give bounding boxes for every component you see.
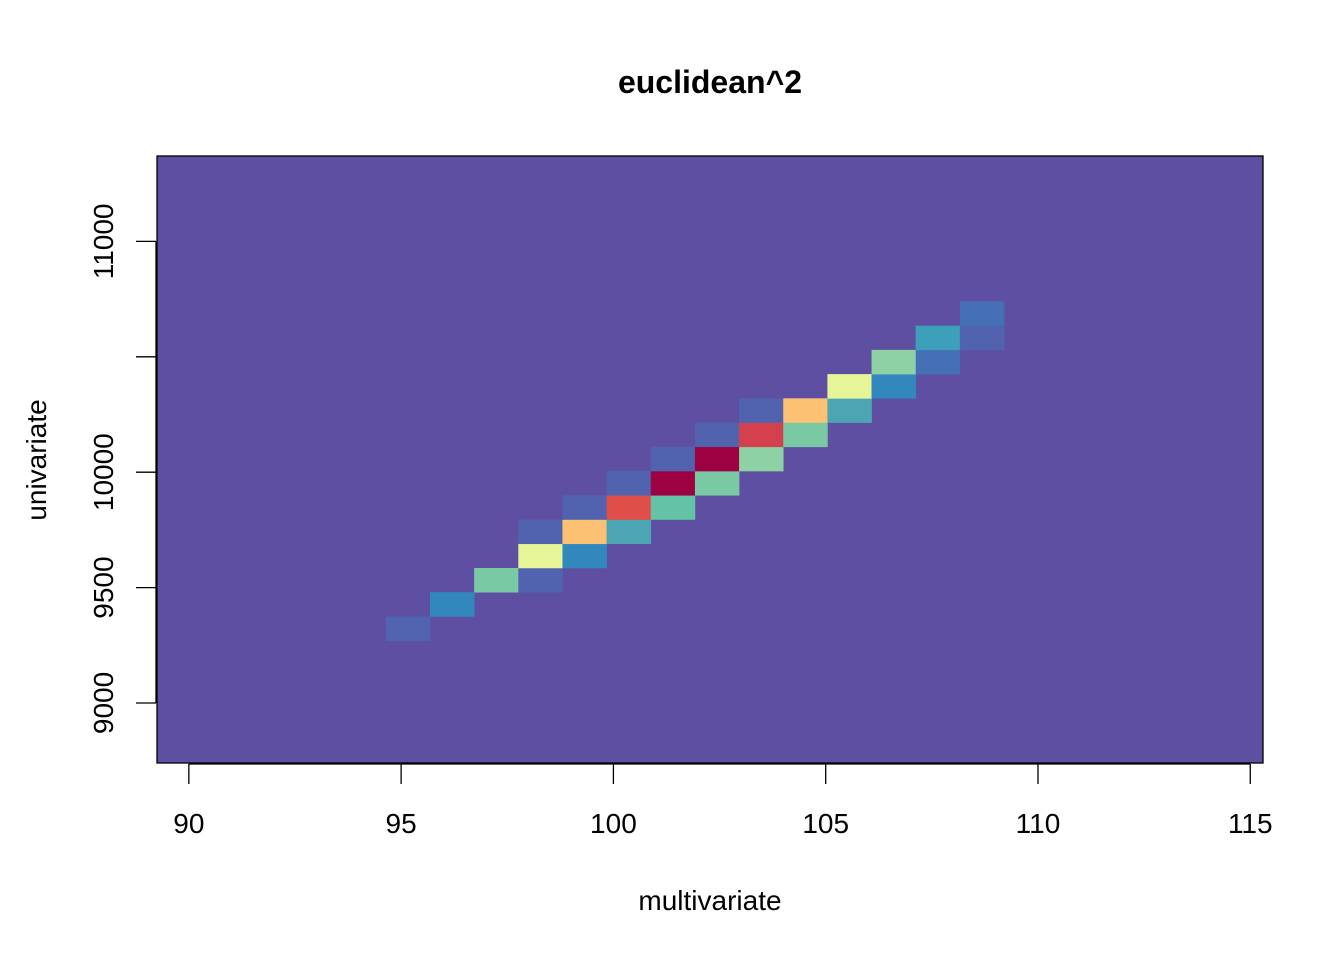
heatmap-cell [827, 374, 872, 399]
y-tick-label: 9500 [88, 556, 119, 618]
heatmap-cell [694, 422, 740, 448]
heatmap-cell [562, 495, 607, 520]
heatmap-cell [915, 325, 961, 351]
x-tick-label: 105 [802, 808, 849, 839]
heatmap-cells [385, 301, 1005, 641]
heatmap-cell [783, 398, 828, 423]
x-tick-label: 100 [590, 808, 637, 839]
plot-border [156, 155, 1264, 764]
y-axis-label: univariate [21, 399, 52, 520]
heatmap-cell [518, 567, 563, 593]
heatmap-cell [562, 519, 607, 545]
heatmap-cell [650, 446, 696, 472]
x-tick-label: 95 [386, 808, 417, 839]
heatmap-cell [606, 471, 652, 496]
heatmap-cell [385, 616, 431, 641]
heatmap-cell [739, 446, 784, 472]
heatmap-cell [650, 495, 696, 520]
heatmap-cell [562, 543, 607, 569]
heatmap-cell [518, 543, 563, 569]
heatmap-cell [739, 398, 784, 423]
y-tick-label: 10000 [88, 433, 119, 511]
heatmap-cell [518, 519, 563, 545]
heatmap-cell [474, 567, 519, 593]
chart-title: euclidean^2 [618, 64, 802, 100]
heatmap-cell [606, 519, 652, 545]
x-tick-label: 115 [1228, 808, 1273, 839]
plot-area [156, 155, 1264, 764]
heatmap-cell [959, 301, 1005, 326]
y-tick-label: 9000 [88, 672, 119, 734]
x-tick-label: 90 [173, 808, 204, 839]
heatmap-cell [783, 422, 828, 448]
heatmap-cell [959, 325, 1005, 351]
heatmap-cell [694, 471, 740, 496]
heatmap-cell [606, 495, 652, 520]
x-tick-label: 110 [1016, 808, 1061, 839]
y-axis: 9000 9500 10000 11000 [88, 203, 157, 734]
heatmap-cell [871, 374, 917, 399]
heatmap-cell [827, 398, 872, 423]
y-tick-label: 11000 [88, 203, 119, 279]
heatmap-cell [650, 471, 696, 496]
heatmap-cell [694, 446, 740, 472]
heatmap-cell [739, 422, 784, 448]
heatmap-cell [430, 592, 475, 617]
x-axis: 90 95 100 105 110 115 [173, 763, 1273, 839]
heatmap-cell [915, 349, 961, 375]
x-axis-label: multivariate [638, 885, 781, 916]
heatmap-cell [871, 349, 917, 375]
